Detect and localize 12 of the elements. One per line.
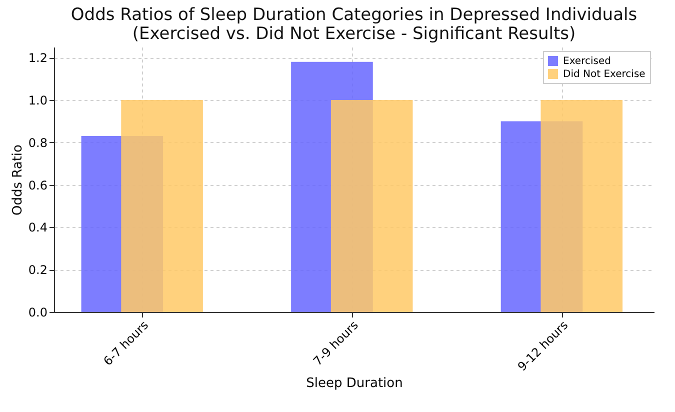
y-tick-label: 0.8 [28,136,48,150]
chart-title: Odds Ratios of Sleep Duration Categories in Depressed Individuals (Exercised vs. Did Not Exercise - Significant Results) [70,5,638,44]
y-tick-label: 0.2 [28,263,48,278]
y-tick-label: 0.6 [28,178,48,192]
x-axis-title: Sleep Duration [306,376,403,392]
y-tick-label: 1.2 [28,51,48,66]
y-tick-label: 0.4 [28,220,48,235]
legend-label: Exercised [563,56,611,67]
y-tick-label: 0.0 [28,306,48,320]
y-axis-title: Odds Ratio [10,144,26,216]
y-tick-label: 1.0 [28,94,48,108]
legend-label: Did Not Exercise [563,69,646,80]
